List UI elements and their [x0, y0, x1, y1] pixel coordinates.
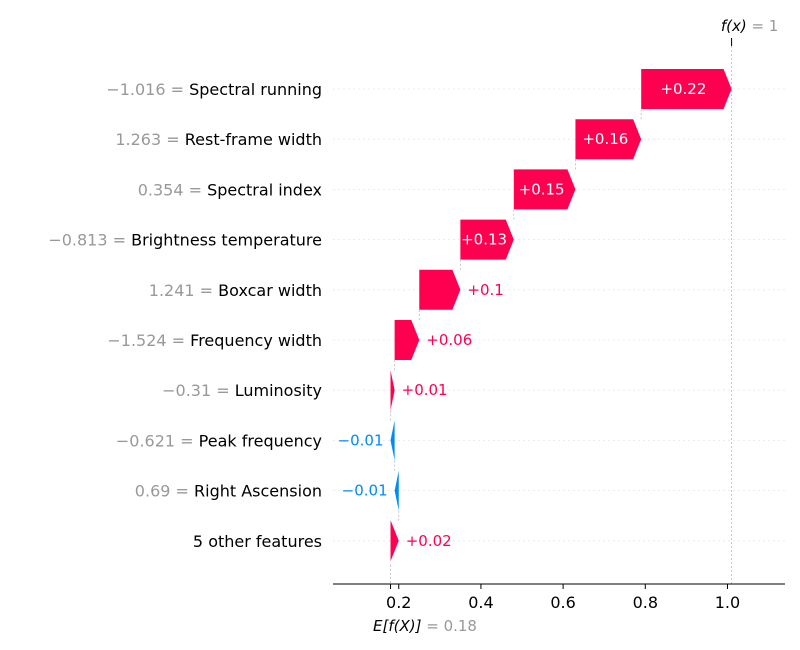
feature-value: −0.31 = — [162, 381, 235, 400]
fx-value: 1 — [769, 17, 779, 35]
feature-label: 0.354 = Spectral index — [138, 180, 322, 199]
contribution-label: +0.02 — [406, 532, 452, 550]
contribution-label: +0.16 — [582, 130, 628, 148]
feature-name: Rest-frame width — [185, 130, 322, 149]
feature-name: Luminosity — [235, 381, 322, 400]
contribution-bar — [575, 119, 642, 160]
feature-label: −0.621 = Peak frequency — [116, 431, 322, 450]
base-value: 0.18 — [444, 617, 477, 635]
contribution-bar — [394, 320, 420, 360]
x-tick-label: 0.4 — [468, 593, 493, 612]
feature-value: 1.263 = — [115, 130, 184, 149]
feature-label: 5 other features — [193, 532, 322, 551]
contribution-bar — [460, 219, 514, 260]
fx-annotation: f(x) = 1 — [721, 17, 779, 35]
feature-value: 0.354 = — [138, 180, 207, 199]
feature-name: 5 other features — [193, 532, 322, 551]
feature-name: Boxcar width — [218, 281, 322, 300]
contribution-bar — [394, 470, 399, 511]
x-tick-label: 0.2 — [386, 593, 411, 612]
contribution-label: +0.13 — [461, 231, 507, 249]
contribution-bar — [641, 69, 732, 109]
feature-name: Right Ascension — [194, 482, 322, 501]
feature-name: Spectral running — [189, 80, 322, 99]
contribution-label: −0.01 — [338, 431, 384, 449]
x-tick-label: 0.6 — [550, 593, 575, 612]
contribution-bar — [419, 269, 461, 310]
contribution-bars: +0.22 +0.16 +0.15 +0.13 +0.1 +0.06 +0.01 −0.01 −… — [338, 69, 732, 561]
contribution-bar — [390, 370, 395, 411]
feature-value: −0.813 = — [48, 231, 131, 250]
contribution-label: +0.06 — [426, 331, 472, 349]
feature-value: 0.69 = — [135, 482, 194, 501]
x-axis: 0.2 0.4 0.6 0.8 1.0 — [333, 38, 785, 612]
row-gridlines — [333, 88, 785, 542]
feature-label: 0.69 = Right Ascension — [135, 482, 322, 501]
contribution-bar — [390, 420, 395, 461]
feature-label: −0.31 = Luminosity — [162, 381, 322, 400]
fx-equals: = — [747, 17, 769, 35]
contribution-label: +0.15 — [519, 180, 565, 198]
feature-value: −1.524 = — [107, 331, 190, 350]
feature-value: −0.621 = — [116, 431, 199, 450]
feature-value: −1.016 = — [106, 80, 189, 99]
contribution-label: −0.01 — [342, 482, 388, 500]
fx-label: f(x) — [721, 17, 747, 35]
feature-name: Peak frequency — [199, 431, 322, 450]
feature-label: 1.241 = Boxcar width — [149, 281, 322, 300]
feature-label: −0.813 = Brightness temperature — [48, 231, 322, 250]
feature-label: −1.524 = Frequency width — [107, 331, 322, 350]
feature-label: −1.016 = Spectral running — [106, 80, 322, 99]
feature-name: Frequency width — [190, 331, 322, 350]
contribution-bar — [390, 520, 399, 561]
base-equals: = — [421, 617, 443, 635]
base-annotation: E[f(X)] = 0.18 — [373, 617, 477, 635]
feature-labels: −1.016 = Spectral running 1.263 = Rest-fr… — [48, 80, 322, 551]
x-tick-label: 1.0 — [715, 593, 740, 612]
x-tick-label: 0.8 — [633, 593, 658, 612]
contribution-label: +0.01 — [402, 381, 448, 399]
feature-value: 1.241 = — [149, 281, 218, 300]
contribution-label: +0.1 — [467, 281, 503, 299]
contribution-bar — [513, 169, 576, 210]
feature-label: 1.263 = Rest-frame width — [115, 130, 322, 149]
feature-name: Brightness temperature — [131, 231, 322, 250]
base-label: E[f(X)] — [373, 617, 422, 635]
feature-name: Spectral index — [207, 180, 322, 199]
contribution-label: +0.22 — [660, 80, 706, 98]
